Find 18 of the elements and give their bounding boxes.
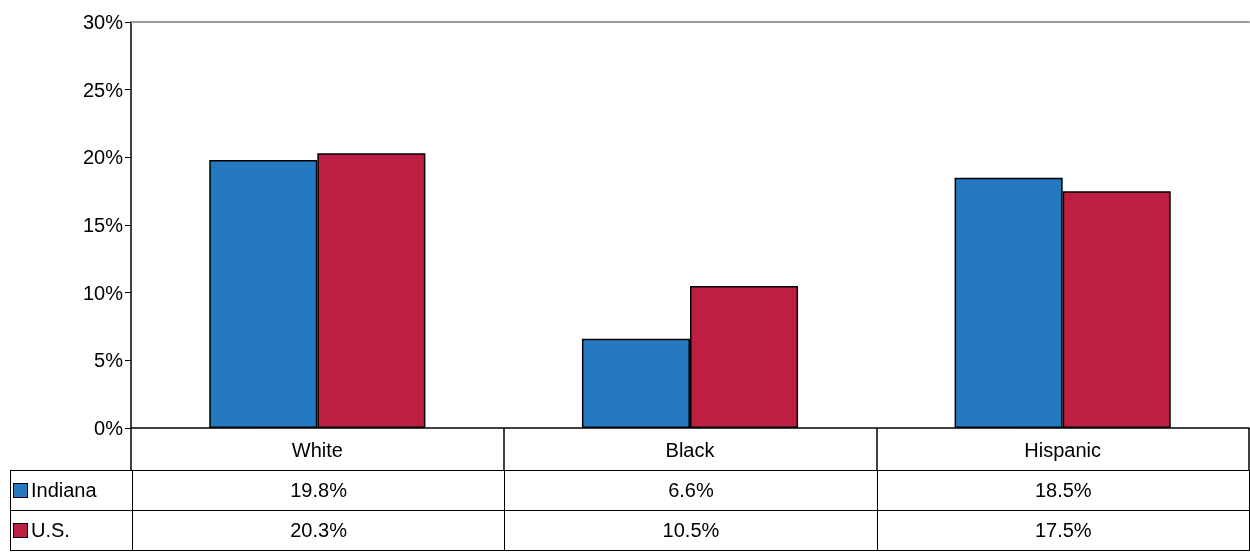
data-label: 10.5%: [504, 510, 878, 551]
data-label: 6.6%: [504, 470, 878, 511]
data-label: 19.8%: [132, 470, 505, 511]
y-tick-label: 15%: [82, 214, 124, 236]
y-tick-label: 30%: [82, 11, 124, 33]
data-label: 18.5%: [877, 470, 1250, 511]
y-tick-label: 5%: [94, 349, 124, 372]
legend-label: U.S.: [10, 510, 133, 551]
data-label: 17.5%: [877, 510, 1250, 551]
y-tick-label: 10%: [82, 281, 124, 304]
data-label: 20.3%: [132, 510, 505, 551]
legend-label: Indiana: [10, 470, 133, 511]
x-tick-label: Hispanic: [1024, 439, 1102, 461]
y-tick-label: 25%: [82, 78, 124, 101]
y-tick-label: 20%: [82, 146, 124, 169]
x-tick-label: Black: [665, 439, 716, 461]
y-tick-label: 0%: [94, 417, 124, 439]
x-tick-label: White: [291, 439, 343, 461]
